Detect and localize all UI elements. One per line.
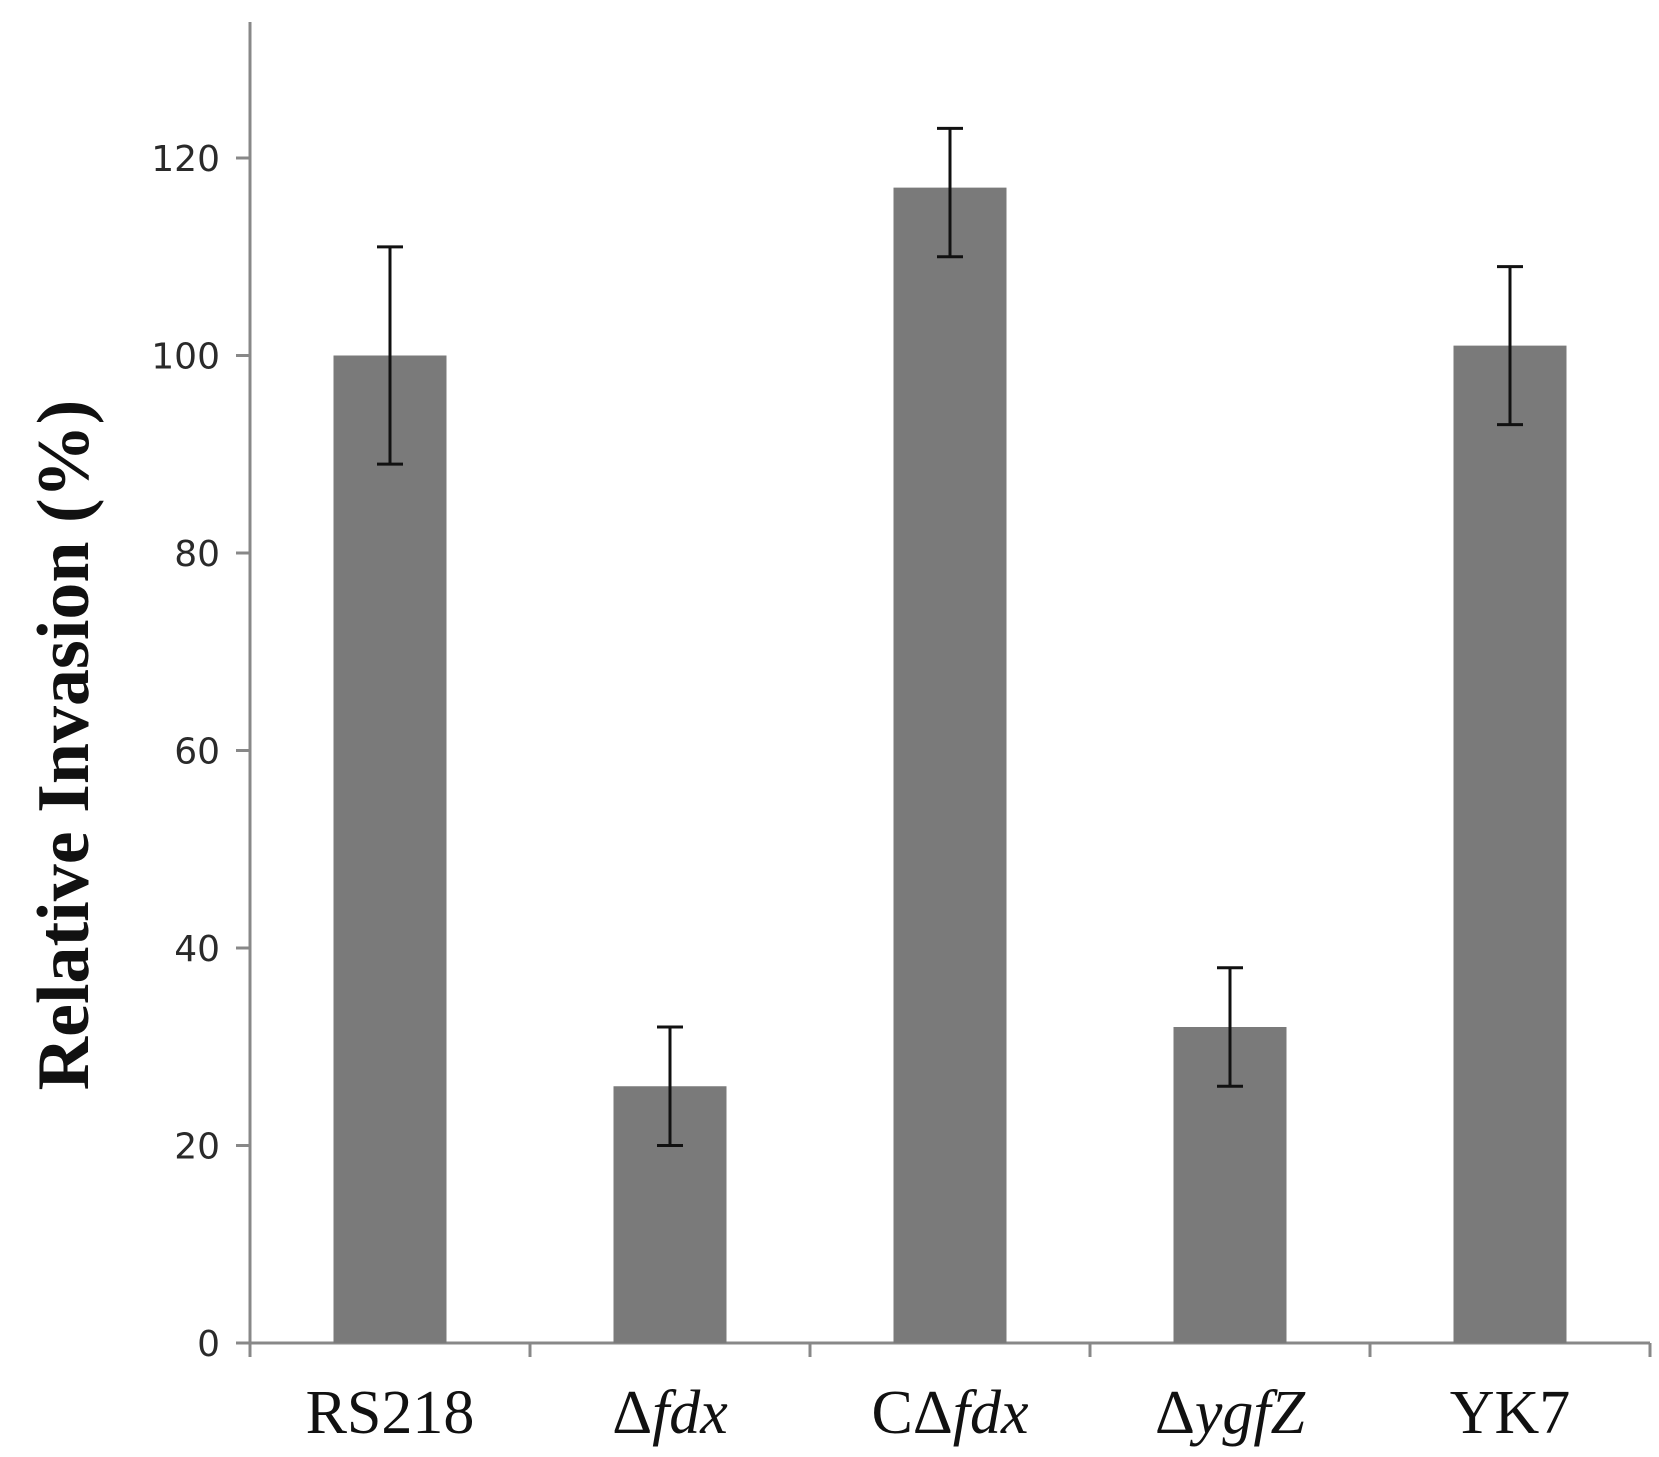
y-tick-labels: 0 20 40 60 80 100 120 [151, 139, 220, 1365]
y-axis-label: Relative Invasion (%) [23, 400, 105, 1091]
x-tick-label: CΔfdx [872, 1379, 1029, 1447]
y-tick-label: 80 [174, 534, 220, 575]
bar [1453, 345, 1567, 1343]
y-tick-label: 100 [151, 337, 220, 378]
y-tick-label: 60 [174, 732, 220, 773]
bar [893, 187, 1007, 1343]
error-bars [377, 126, 1523, 1147]
x-tick-label: RS218 [306, 1379, 475, 1447]
bars [333, 187, 1567, 1343]
x-tick-labels: RS218 Δfdx CΔfdx ΔygfZ YK7 [306, 1379, 1571, 1447]
y-tick-label: 40 [174, 929, 220, 970]
y-tick-label: 0 [197, 1324, 220, 1365]
x-tick-label: YK7 [1450, 1379, 1571, 1447]
x-tick-label: Δfdx [612, 1379, 728, 1447]
axes [236, 22, 1652, 1357]
y-tick-label: 20 [174, 1127, 220, 1168]
y-tick-label: 120 [151, 139, 220, 180]
x-tick-label: ΔygfZ [1155, 1379, 1306, 1447]
bar [333, 355, 447, 1343]
